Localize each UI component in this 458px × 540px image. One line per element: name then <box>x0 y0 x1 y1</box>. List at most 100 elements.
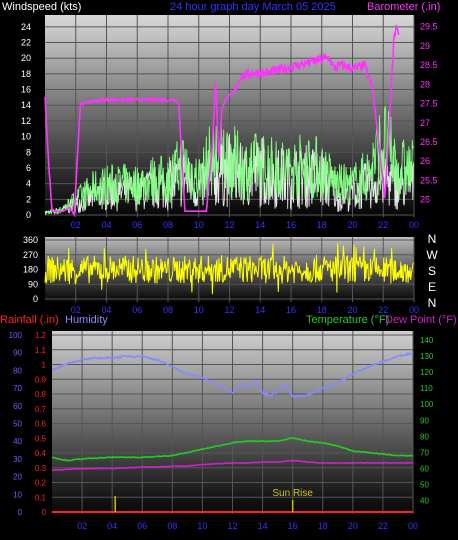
wind-direction-series <box>44 243 414 295</box>
rainfall-tick-label: 0.2 <box>35 479 47 488</box>
y-tick-label: 2 <box>26 194 31 204</box>
humidity-series <box>51 351 414 399</box>
temperature-axis-title: Temperature (°F) <box>306 314 389 326</box>
humidity-axis-title: Humidity <box>65 314 108 326</box>
humidity-tick-label: 20 <box>13 473 22 482</box>
windspeed-axis-title: Windspeed (kts) <box>2 1 81 13</box>
rainfall-tick-label: 0 <box>42 508 47 517</box>
barometer-axis-title: Barometer (.in) <box>367 1 440 13</box>
rainfall-tick-label: 0.7 <box>35 405 47 414</box>
compass-label: S <box>428 264 436 278</box>
x-tick-label: 06 <box>137 521 147 531</box>
humidity-tick-label: 50 <box>13 420 22 429</box>
x-tick-label: 20 <box>347 305 357 315</box>
y-tick-label: 12 <box>21 116 31 126</box>
y2-tick-label: 25 <box>420 195 430 205</box>
y2-tick-label: 27.5 <box>420 99 438 109</box>
x-tick-label: 18 <box>317 305 327 315</box>
y2-tick-label: 26.5 <box>420 137 438 147</box>
temperature-tick-label: 80 <box>420 432 429 441</box>
x-tick-label: 00 <box>409 220 419 230</box>
wind-barometer-panel: 02 04 06 08 10 12 14 16 18 20 22 000246810121416182… <box>21 15 438 230</box>
x-tick-label: 08 <box>163 220 173 230</box>
humidity-tick-label: 0 <box>18 508 23 517</box>
x-tick-label: 00 <box>408 521 418 531</box>
humidity-tick-label: 90 <box>13 349 22 358</box>
y-tick-label: 16 <box>21 85 31 95</box>
y-tick-label: 180 <box>23 265 38 275</box>
y-tick-label: 270 <box>23 250 38 260</box>
y-tick-label: 360 <box>23 235 38 245</box>
y-tick-label: 0 <box>33 294 38 304</box>
temperature-tick-label: 50 <box>420 481 429 490</box>
compass-label: N <box>428 296 437 310</box>
sunrise-label: Sun Rise <box>272 488 313 499</box>
rainfall-tick-label: 0.5 <box>35 434 47 443</box>
compass-label: W <box>426 248 438 262</box>
y2-tick-label: 29.5 <box>420 22 438 32</box>
x-tick-label: 02 <box>71 305 81 315</box>
dewpoint-axis-title: Dew Point (°F) <box>385 314 457 326</box>
rainfall-tick-label: 1 <box>42 361 47 370</box>
x-tick-label: 10 <box>197 521 207 531</box>
rainfall-axis-title: Rainfall (.in) <box>0 314 59 326</box>
y-tick-label: 24 <box>21 22 31 32</box>
temp-humidity-panel: 02 04 06 08 10 12 14 16 18 20 22 0000.10.20.30.40.5… <box>9 331 434 531</box>
rainfall-tick-label: 1.1 <box>35 346 47 355</box>
rainfall-tick-label: 0.3 <box>35 464 47 473</box>
humidity-tick-label: 80 <box>13 366 22 375</box>
y-tick-label: 22 <box>21 38 31 48</box>
y-tick-label: 8 <box>26 147 31 157</box>
humidity-tick-label: 30 <box>13 455 22 464</box>
rainfall-tick-label: 0.6 <box>35 420 47 429</box>
x-tick-label: 08 <box>167 521 177 531</box>
x-tick-label: 10 <box>194 305 204 315</box>
x-tick-label: 16 <box>286 220 296 230</box>
temperature-tick-label: 110 <box>420 384 433 393</box>
x-tick-label: 06 <box>132 220 142 230</box>
x-tick-label: 12 <box>227 521 237 531</box>
temperature-tick-label: 100 <box>420 400 434 409</box>
y-tick-label: 20 <box>21 53 31 63</box>
x-tick-label: 12 <box>224 305 234 315</box>
x-tick-label: 02 <box>77 521 87 531</box>
x-tick-label: 16 <box>286 305 296 315</box>
rainfall-tick-label: 0.9 <box>35 375 47 384</box>
y-tick-label: 90 <box>28 279 38 289</box>
y2-tick-label: 29 <box>420 41 430 51</box>
y-tick-label: 14 <box>21 100 31 110</box>
x-tick-label: 04 <box>101 220 111 230</box>
x-tick-label: 18 <box>318 521 328 531</box>
humidity-tick-label: 70 <box>13 384 22 393</box>
temperature-tick-label: 120 <box>420 368 434 377</box>
x-tick-label: 12 <box>224 220 234 230</box>
rainfall-tick-label: 0.8 <box>35 390 47 399</box>
rainfall-tick-label: 1.2 <box>35 331 47 340</box>
humidity-tick-label: 40 <box>13 437 22 446</box>
x-tick-label: 00 <box>409 305 419 315</box>
y-tick-label: 10 <box>21 132 31 142</box>
y-tick-label: 4 <box>26 179 31 189</box>
x-tick-label: 14 <box>258 521 268 531</box>
dewpoint-series <box>51 459 414 472</box>
temperature-tick-label: 70 <box>420 448 429 457</box>
x-tick-label: 02 <box>71 220 81 230</box>
x-tick-label: 16 <box>288 521 298 531</box>
rainfall-tick-label: 0.1 <box>35 493 47 502</box>
temperature-tick-label: 40 <box>420 497 429 506</box>
temperature-tick-label: 90 <box>420 416 429 425</box>
x-tick-label: 04 <box>107 521 117 531</box>
x-tick-label: 10 <box>194 220 204 230</box>
x-tick-label: 04 <box>101 305 111 315</box>
x-tick-label: 22 <box>378 305 388 315</box>
x-tick-label: 20 <box>348 521 358 531</box>
x-tick-label: 06 <box>132 305 142 315</box>
temperature-tick-label: 130 <box>420 352 434 361</box>
y2-tick-label: 28.5 <box>420 60 438 70</box>
graph-period-title: 24 hour graph day March 05 2025 <box>170 1 336 13</box>
x-tick-label: 20 <box>347 220 357 230</box>
barometer-series <box>44 25 400 218</box>
y-tick-label: 18 <box>21 69 31 79</box>
